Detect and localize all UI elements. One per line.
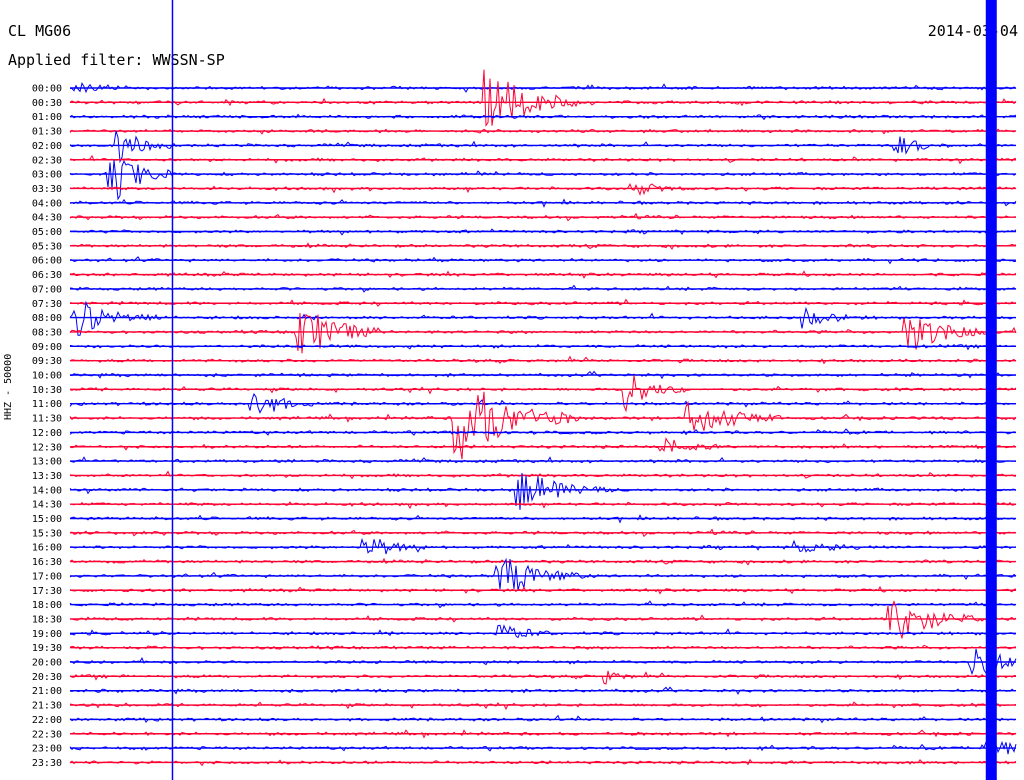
- time-tick-label: 09:00: [32, 342, 62, 353]
- time-tick-label: 10:00: [32, 371, 62, 382]
- time-tick-label: 03:30: [32, 184, 62, 195]
- time-tick-label: 15:00: [32, 514, 62, 525]
- seismic-trace-2000: [69, 648, 1017, 676]
- time-tick-label: 23:30: [32, 758, 62, 769]
- time-tick-label: 07:00: [32, 284, 62, 295]
- time-tick-label: 04:00: [32, 198, 62, 209]
- time-tick-label: 08:30: [32, 327, 62, 338]
- seismic-trace-0200: [69, 130, 1017, 164]
- time-tick-label: 05:00: [32, 227, 62, 238]
- time-tick-label: 22:30: [32, 729, 62, 740]
- time-tick-label: 01:00: [32, 112, 62, 123]
- time-tick-label: 02:30: [32, 155, 62, 166]
- time-tick-label: 06:30: [32, 270, 62, 281]
- time-tick-label: 04:30: [32, 213, 62, 224]
- seismic-trace-0300: [69, 160, 1017, 201]
- time-tick-label: 17:00: [32, 571, 62, 582]
- seismic-trace-1700: [69, 557, 1017, 591]
- time-tick-label: 23:00: [32, 744, 62, 755]
- time-tick-label: 00:00: [32, 84, 62, 95]
- time-tick-label: 19:30: [32, 643, 62, 654]
- time-tick-label: 12:30: [32, 442, 62, 453]
- time-tick-label: 21:00: [32, 686, 62, 697]
- seismic-trace-0800: [69, 300, 1017, 336]
- seismic-trace-1430: [69, 501, 1017, 510]
- time-tick-label: 11:00: [32, 399, 62, 410]
- time-tick-label: 22:00: [32, 715, 62, 726]
- seismic-trace-1230: [69, 437, 1017, 453]
- time-tick-label: 00:30: [32, 98, 62, 109]
- time-tick-label: 02:00: [32, 141, 62, 152]
- seismic-trace-2300: [69, 739, 1017, 755]
- seismic-trace-0330: [69, 183, 1017, 197]
- time-tick-label: 11:30: [32, 414, 62, 425]
- time-tick-label: 09:30: [32, 356, 62, 367]
- time-tick-label: 14:00: [32, 485, 62, 496]
- time-tick-label: 16:00: [32, 543, 62, 554]
- filter-label: Applied filter: WWSSN-SP: [8, 51, 225, 69]
- time-tick-label: 21:30: [32, 701, 62, 712]
- time-tick-label: 20:30: [32, 672, 62, 683]
- time-tick-label: 17:30: [32, 586, 62, 597]
- time-tick-label: 01:30: [32, 127, 62, 138]
- saturated-signal-band: [985, 0, 997, 780]
- time-tick-label: 15:30: [32, 528, 62, 539]
- time-tick-label: 05:30: [32, 241, 62, 252]
- time-tick-label: 16:30: [32, 557, 62, 568]
- time-tick-label: 20:00: [32, 658, 62, 669]
- seismic-trace-1900: [69, 624, 1017, 639]
- time-tick-label: 18:30: [32, 614, 62, 625]
- time-tick-label: 13:00: [32, 457, 62, 468]
- seismic-trace-1300: [69, 456, 1017, 464]
- seismic-trace-1130: [69, 391, 1017, 460]
- time-tick-label: 06:00: [32, 256, 62, 267]
- time-tick-label: 18:00: [32, 600, 62, 611]
- time-tick-label: 13:30: [32, 471, 62, 482]
- time-tick-label: 10:30: [32, 385, 62, 396]
- time-tick-label: 03:00: [32, 170, 62, 181]
- time-tick-label: 19:00: [32, 629, 62, 640]
- time-tick-label: 12:00: [32, 428, 62, 439]
- time-tick-label: 07:30: [32, 299, 62, 310]
- station-label: CL MG06: [8, 22, 72, 40]
- seismic-trace-2030: [69, 670, 1017, 685]
- seismic-trace-1030: [69, 375, 1017, 413]
- time-tick-label: 14:30: [32, 500, 62, 511]
- time-tick-label: 08:00: [32, 313, 62, 324]
